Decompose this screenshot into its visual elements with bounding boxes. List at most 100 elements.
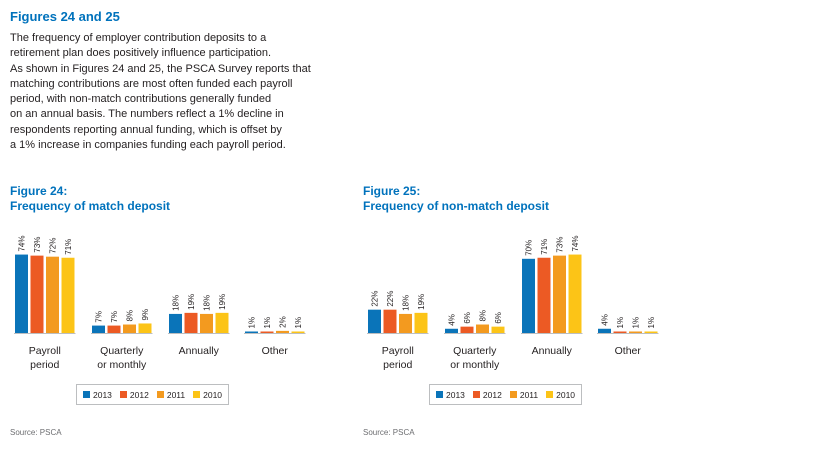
category-label: or monthly: [450, 359, 500, 371]
data-label: 1%: [294, 317, 303, 329]
bar: [644, 331, 658, 333]
chart-title: Frequency of non-match deposit: [363, 199, 550, 213]
bar: [92, 325, 105, 333]
bar: [445, 328, 458, 333]
intro-line: on an annual basis. The numbers reflect …: [10, 108, 284, 121]
legend-swatch: [509, 391, 517, 398]
intro-line: matching contributions are most often fu…: [10, 77, 293, 90]
bar: [276, 330, 289, 333]
bar: [46, 256, 59, 333]
bar: [260, 331, 274, 333]
bar: [613, 331, 627, 333]
bar: [107, 325, 121, 333]
data-label: 19%: [417, 294, 426, 310]
data-label: 7%: [110, 311, 119, 323]
category-label: Quarterly: [453, 345, 497, 357]
legend-item: 2012: [472, 389, 502, 400]
bar: [169, 313, 182, 333]
bar: [383, 309, 397, 333]
legend-label: 2013: [93, 389, 112, 400]
data-label: 74%: [571, 236, 580, 252]
bar: [598, 328, 611, 333]
data-label: 6%: [463, 312, 472, 324]
figure-24-chart: 74% 73% 72% 71% Payroll period 7% 7% 8% 9% Quarter…: [14, 236, 306, 371]
figure-24-legend: 2013 2012 2011 2010: [76, 384, 230, 405]
bar: [123, 324, 136, 333]
bar: [184, 312, 198, 333]
bar: [15, 254, 28, 333]
bar: [215, 312, 229, 333]
category-label: Other: [262, 345, 289, 357]
bar: [476, 324, 489, 333]
figure-label: Figure 24:: [10, 184, 68, 198]
data-label: 18%: [203, 295, 212, 311]
intro-line: period, with non-match contributions gen…: [10, 93, 272, 106]
data-label: 74%: [18, 236, 27, 252]
data-label: 19%: [187, 294, 196, 310]
data-label: 1%: [647, 317, 656, 329]
data-label: 73%: [33, 237, 42, 253]
bar: [399, 313, 412, 333]
legend-swatch: [156, 391, 164, 398]
legend-swatch: [83, 391, 90, 398]
data-label: 71%: [64, 239, 73, 255]
data-label: 7%: [95, 311, 104, 323]
data-label: 22%: [371, 291, 380, 307]
legend-swatch: [193, 391, 201, 398]
figure-25-source: Source: PSCA: [363, 428, 415, 437]
legend-item: 2010: [193, 390, 222, 400]
legend-swatch: [546, 391, 554, 398]
page-heading: Figures 24 and 25: [10, 9, 120, 24]
data-label: 8%: [126, 310, 135, 322]
bar: [522, 258, 535, 333]
bar: [568, 254, 582, 333]
intro-line: retirement plan does positively influenc…: [10, 47, 272, 60]
legend-item: 2013: [83, 390, 112, 400]
data-label: 72%: [49, 238, 58, 254]
bar: [460, 326, 474, 333]
category-label: Annually: [532, 345, 573, 357]
bar: [245, 331, 258, 333]
figure-24-source: Source: PSCA: [10, 428, 62, 437]
legend-swatch: [119, 391, 127, 398]
category-label: period: [30, 359, 59, 371]
data-label: 18%: [402, 295, 411, 311]
legend-label: 2011: [166, 389, 186, 400]
intro-line: a 1% increase in companies funding each …: [10, 139, 286, 152]
legend-label: 2012: [129, 389, 149, 400]
chart-title: Frequency of match deposit: [10, 199, 171, 213]
legend-item: 2013: [436, 390, 465, 400]
legend-swatch: [472, 391, 480, 398]
intro-line: The frequency of employer contribution d…: [10, 32, 267, 44]
data-label: 71%: [540, 239, 549, 255]
legend-label: 2012: [482, 389, 502, 400]
legend-item: 2010: [546, 390, 575, 400]
category-label: Payroll: [29, 345, 61, 357]
bar: [291, 331, 305, 333]
data-label: 1%: [248, 317, 257, 329]
bar: [138, 323, 152, 333]
figure-label: Figure 25:: [363, 184, 421, 198]
data-label: 1%: [632, 317, 641, 329]
intro-paragraph: The frequency of employer contribution d…: [10, 31, 320, 153]
figure-25-chart: 22% 22% 18% 19% Payroll period 4% 6% 8% 6% Quarter…: [367, 236, 659, 371]
bar: [537, 257, 551, 333]
legend-label: 2013: [446, 389, 465, 400]
data-label: 19%: [218, 294, 227, 310]
data-label: 22%: [386, 291, 395, 307]
figure-25-title: Figure 25: Frequency of non-match deposi…: [363, 184, 549, 214]
bar: [414, 312, 428, 333]
category-label: Quarterly: [100, 345, 144, 357]
bar: [30, 255, 44, 333]
figure-25-legend: 2013 2012 2011 2010: [429, 384, 583, 405]
legend-item: 2011: [156, 389, 186, 400]
data-label: 70%: [525, 240, 534, 256]
category-label: Annually: [179, 345, 220, 357]
data-label: 8%: [479, 310, 488, 322]
legend-label: 2011: [519, 389, 539, 400]
category-label: period: [383, 359, 412, 371]
legend-label: 2010: [556, 389, 576, 400]
bar: [553, 255, 566, 333]
bar: [61, 257, 75, 333]
intro-line: As shown in Figures 24 and 25, the PSCA …: [10, 62, 311, 75]
